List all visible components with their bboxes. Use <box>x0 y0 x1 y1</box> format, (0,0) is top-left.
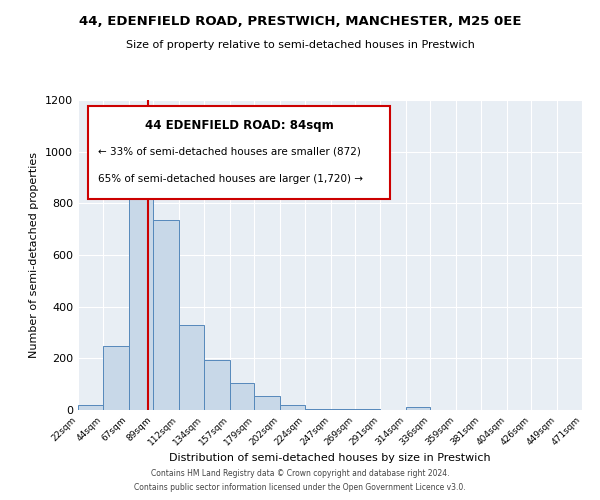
Text: Contains public sector information licensed under the Open Government Licence v3: Contains public sector information licen… <box>134 484 466 492</box>
Bar <box>78 405 103 410</box>
FancyBboxPatch shape <box>88 106 391 199</box>
Y-axis label: Number of semi-detached properties: Number of semi-detached properties <box>29 152 40 358</box>
Bar <box>103 346 128 410</box>
Bar <box>153 220 179 410</box>
Bar <box>179 325 204 410</box>
Bar <box>230 384 254 410</box>
Text: 44 EDENFIELD ROAD: 84sqm: 44 EDENFIELD ROAD: 84sqm <box>145 118 334 132</box>
X-axis label: Distribution of semi-detached houses by size in Prestwich: Distribution of semi-detached houses by … <box>169 452 491 462</box>
Text: 65% of semi-detached houses are larger (1,720) →: 65% of semi-detached houses are larger (… <box>98 174 363 184</box>
Bar <box>305 409 331 410</box>
Bar <box>331 408 355 410</box>
Bar <box>280 405 305 410</box>
Text: Contains HM Land Registry data © Crown copyright and database right 2024.: Contains HM Land Registry data © Crown c… <box>151 468 449 477</box>
Bar <box>128 172 153 410</box>
Bar <box>254 396 280 410</box>
Text: 44, EDENFIELD ROAD, PRESTWICH, MANCHESTER, M25 0EE: 44, EDENFIELD ROAD, PRESTWICH, MANCHESTE… <box>79 15 521 28</box>
Text: ← 33% of semi-detached houses are smaller (872): ← 33% of semi-detached houses are smalle… <box>98 146 361 156</box>
Bar <box>204 360 230 410</box>
Text: Size of property relative to semi-detached houses in Prestwich: Size of property relative to semi-detach… <box>125 40 475 50</box>
Bar <box>406 408 430 410</box>
